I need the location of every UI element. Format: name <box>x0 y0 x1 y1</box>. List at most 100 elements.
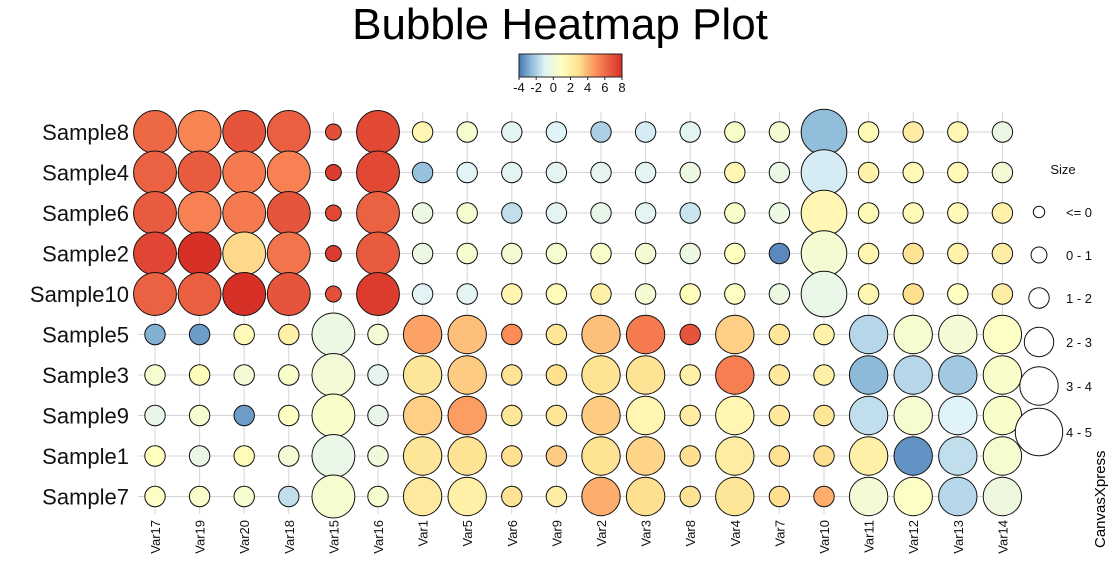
bubble <box>144 404 166 427</box>
bubble <box>456 202 478 224</box>
sample-label: Sample2 <box>42 242 129 267</box>
variable-label: Var9 <box>549 520 564 547</box>
bubble <box>982 476 1023 517</box>
bubble <box>501 364 523 386</box>
bubble <box>411 202 434 224</box>
bubble <box>947 161 969 184</box>
bubble <box>501 323 523 346</box>
bubble <box>813 404 835 427</box>
bubble <box>679 202 701 224</box>
bubble <box>590 161 612 184</box>
bubble <box>402 476 443 517</box>
bubble <box>233 323 255 346</box>
bubble <box>402 355 443 395</box>
bubble <box>715 436 755 476</box>
bubble <box>324 164 342 181</box>
size-legend-title: Size <box>1050 162 1075 177</box>
bubble <box>177 150 222 195</box>
variable-label: Var11 <box>862 520 877 553</box>
bubble <box>634 202 657 224</box>
bubble <box>144 323 166 346</box>
size-legend-bubble <box>1014 407 1064 457</box>
bubble <box>902 242 924 265</box>
bubble <box>367 445 389 467</box>
bubble <box>679 323 701 346</box>
variable-label: Var2 <box>594 520 609 547</box>
bubble <box>768 323 791 346</box>
bubble <box>857 202 880 224</box>
bubble <box>625 314 666 355</box>
size-legend-label: 0 - 1 <box>1066 248 1092 263</box>
bubble <box>233 485 255 508</box>
bubble <box>411 242 434 265</box>
bubble <box>501 202 523 224</box>
bubble <box>324 245 342 262</box>
sample-label: Sample6 <box>42 201 129 226</box>
bubble <box>233 364 255 386</box>
bubble <box>447 436 487 476</box>
bubble <box>324 285 342 303</box>
bubble <box>724 121 746 143</box>
bubble <box>813 364 835 386</box>
bubble <box>991 121 1014 143</box>
variable-label: Var14 <box>995 520 1010 554</box>
color-bar <box>518 53 623 78</box>
size-legend-bubble <box>1019 366 1059 406</box>
variable-label: Var5 <box>460 520 475 547</box>
bubble <box>144 485 166 508</box>
bubble <box>768 445 791 467</box>
bubble <box>938 436 978 476</box>
sample-labels: Sample8 Sample4 Sample6 Sample2 Sample10 Samp… <box>30 120 129 510</box>
bubble <box>625 476 666 517</box>
variable-label: Var3 <box>639 520 654 547</box>
bubble <box>188 323 211 346</box>
variable-label: Var16 <box>371 520 386 554</box>
color-bar-tick-label: 2 <box>567 80 574 95</box>
bubble <box>800 230 848 277</box>
bubble <box>367 323 389 346</box>
bubble <box>634 121 657 143</box>
bubble <box>893 395 933 436</box>
bubble <box>367 485 389 508</box>
bubble <box>311 434 356 478</box>
bubble <box>222 272 267 316</box>
color-legend: -4 -2 0 2 4 6 8 <box>513 53 626 95</box>
bubble <box>278 485 300 508</box>
variable-label: Var17 <box>148 520 163 554</box>
bubble <box>177 231 222 276</box>
bubble <box>501 485 523 508</box>
bubble <box>222 110 267 154</box>
bubble <box>177 272 222 316</box>
bubble <box>581 314 621 355</box>
sample-label: Sample3 <box>42 363 129 388</box>
bubble <box>581 476 621 517</box>
bubble <box>233 445 255 467</box>
bubble <box>402 314 443 355</box>
bubble <box>367 404 389 427</box>
bubble <box>634 161 657 184</box>
bubble <box>848 395 889 436</box>
variable-label: Var15 <box>326 520 341 554</box>
bubble <box>266 272 311 316</box>
bubble <box>177 110 222 154</box>
variable-label: Var13 <box>951 520 966 554</box>
sample-label: Sample10 <box>30 282 129 307</box>
bubble <box>501 242 523 265</box>
bubble <box>724 202 746 224</box>
bubble <box>447 355 487 395</box>
sample-label: Sample9 <box>42 404 129 429</box>
bubble <box>545 364 568 386</box>
bubble <box>133 272 177 316</box>
bubble <box>447 476 487 517</box>
color-bar-tick-label: 0 <box>550 80 557 95</box>
bubble <box>902 283 924 305</box>
bubble <box>278 445 300 467</box>
bubble <box>545 485 568 508</box>
bubble <box>356 231 400 276</box>
variable-label: Var4 <box>728 520 743 547</box>
bubble <box>813 323 835 346</box>
bubble <box>715 355 755 395</box>
bubble <box>857 161 880 184</box>
bubble <box>947 121 969 143</box>
variable-label: Var7 <box>772 520 787 547</box>
